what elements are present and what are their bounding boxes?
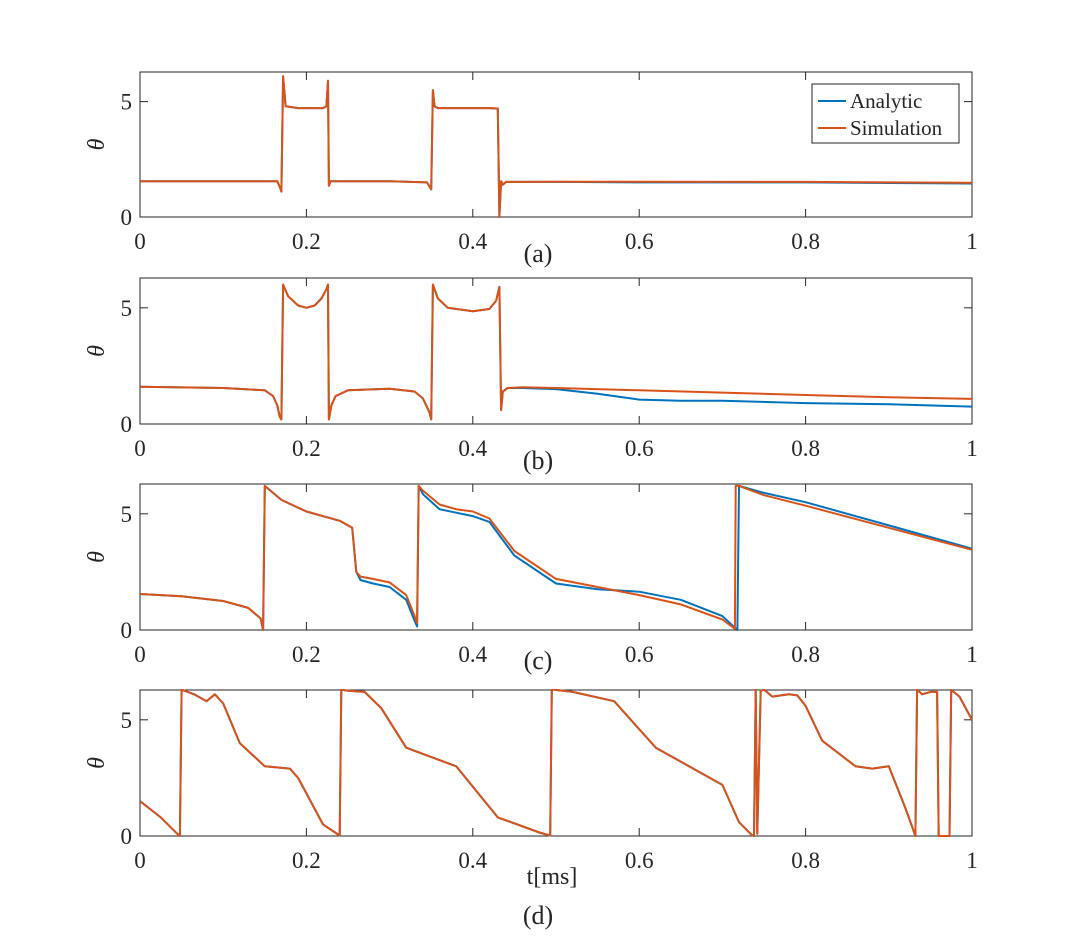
x-tick-label: 0.2 <box>292 642 321 667</box>
x-tick-label: 0.4 <box>458 848 487 873</box>
panel-a: 0 0.2 0.4 0.6 0.8 1 0 5 θ (a) Analytic Simulation <box>84 71 978 268</box>
series-line-simulation <box>140 75 972 218</box>
panel-d: 0 0.2 0.4 0.6 0.8 1 0 5 θ t[ms] (d) <box>84 689 978 930</box>
series-group <box>140 689 972 837</box>
x-tick-label: 0.2 <box>292 848 321 873</box>
panel-c: 0 0.2 0.4 0.6 0.8 1 0 5 θ (c) <box>84 483 978 675</box>
panel-label: (c) <box>524 646 553 675</box>
x-tick-label: 0.2 <box>292 436 321 461</box>
y-tick-label: 5 <box>121 90 133 115</box>
x-tick-label: 1 <box>966 642 978 667</box>
x-tick-label: 0 <box>134 436 146 461</box>
series-line-simulation <box>140 689 972 837</box>
panel-label: (b) <box>523 446 553 475</box>
x-axis-label: t[ms] <box>527 864 578 890</box>
panel-label: (a) <box>524 239 553 268</box>
series-line-analytic <box>140 283 972 421</box>
x-tick-label: 0.8 <box>791 642 820 667</box>
x-tick-label: 0.6 <box>625 642 654 667</box>
x-tick-label: 0.8 <box>791 229 820 254</box>
series-line-simulation <box>140 484 972 631</box>
y-tick-label: 5 <box>121 708 133 733</box>
y-axis-label: θ <box>84 551 110 563</box>
legend-label-analytic: Analytic <box>850 89 922 113</box>
y-axis-label: θ <box>84 138 110 150</box>
series-group <box>140 283 972 421</box>
axes-box <box>139 71 973 218</box>
axes-box <box>139 689 973 837</box>
y-axis-label: θ <box>84 345 110 357</box>
y-axis-label: θ <box>84 757 110 769</box>
series-line-simulation <box>140 283 972 421</box>
y-tick-label: 0 <box>121 824 133 849</box>
x-tick-label: 0.4 <box>458 436 487 461</box>
x-tick-label: 0 <box>134 642 146 667</box>
y-tick-label: 0 <box>121 205 133 230</box>
x-tick-label: 0.8 <box>791 436 820 461</box>
x-tick-label: 0 <box>134 848 146 873</box>
x-tick-label: 1 <box>966 848 978 873</box>
y-tick-label: 0 <box>121 412 133 437</box>
axes-box <box>139 277 973 425</box>
x-tick-label: 0.2 <box>292 229 321 254</box>
series-group <box>140 484 972 631</box>
x-tick-label: 1 <box>966 436 978 461</box>
y-tick-label: 0 <box>121 618 133 643</box>
x-tick-label: 0 <box>134 229 146 254</box>
x-tick-label: 0.6 <box>625 436 654 461</box>
legend: Analytic Simulation <box>811 83 960 144</box>
legend-box <box>811 83 960 144</box>
x-tick-label: 0.4 <box>458 229 487 254</box>
x-tick-label: 1 <box>966 229 978 254</box>
y-tick-label: 5 <box>121 296 133 321</box>
x-tick-label: 0.6 <box>625 229 654 254</box>
x-tick-label: 0.8 <box>791 848 820 873</box>
x-tick-label: 0.6 <box>625 848 654 873</box>
y-tick-label: 5 <box>121 502 133 527</box>
panel-label: (d) <box>523 901 553 930</box>
axes-box <box>139 483 973 631</box>
series-group <box>140 75 972 218</box>
legend-label-simulation: Simulation <box>850 116 943 140</box>
series-line-analytic <box>140 689 972 837</box>
x-tick-label: 0.4 <box>458 642 487 667</box>
panel-b: 0 0.2 0.4 0.6 0.8 1 0 5 θ (b) <box>84 277 978 475</box>
